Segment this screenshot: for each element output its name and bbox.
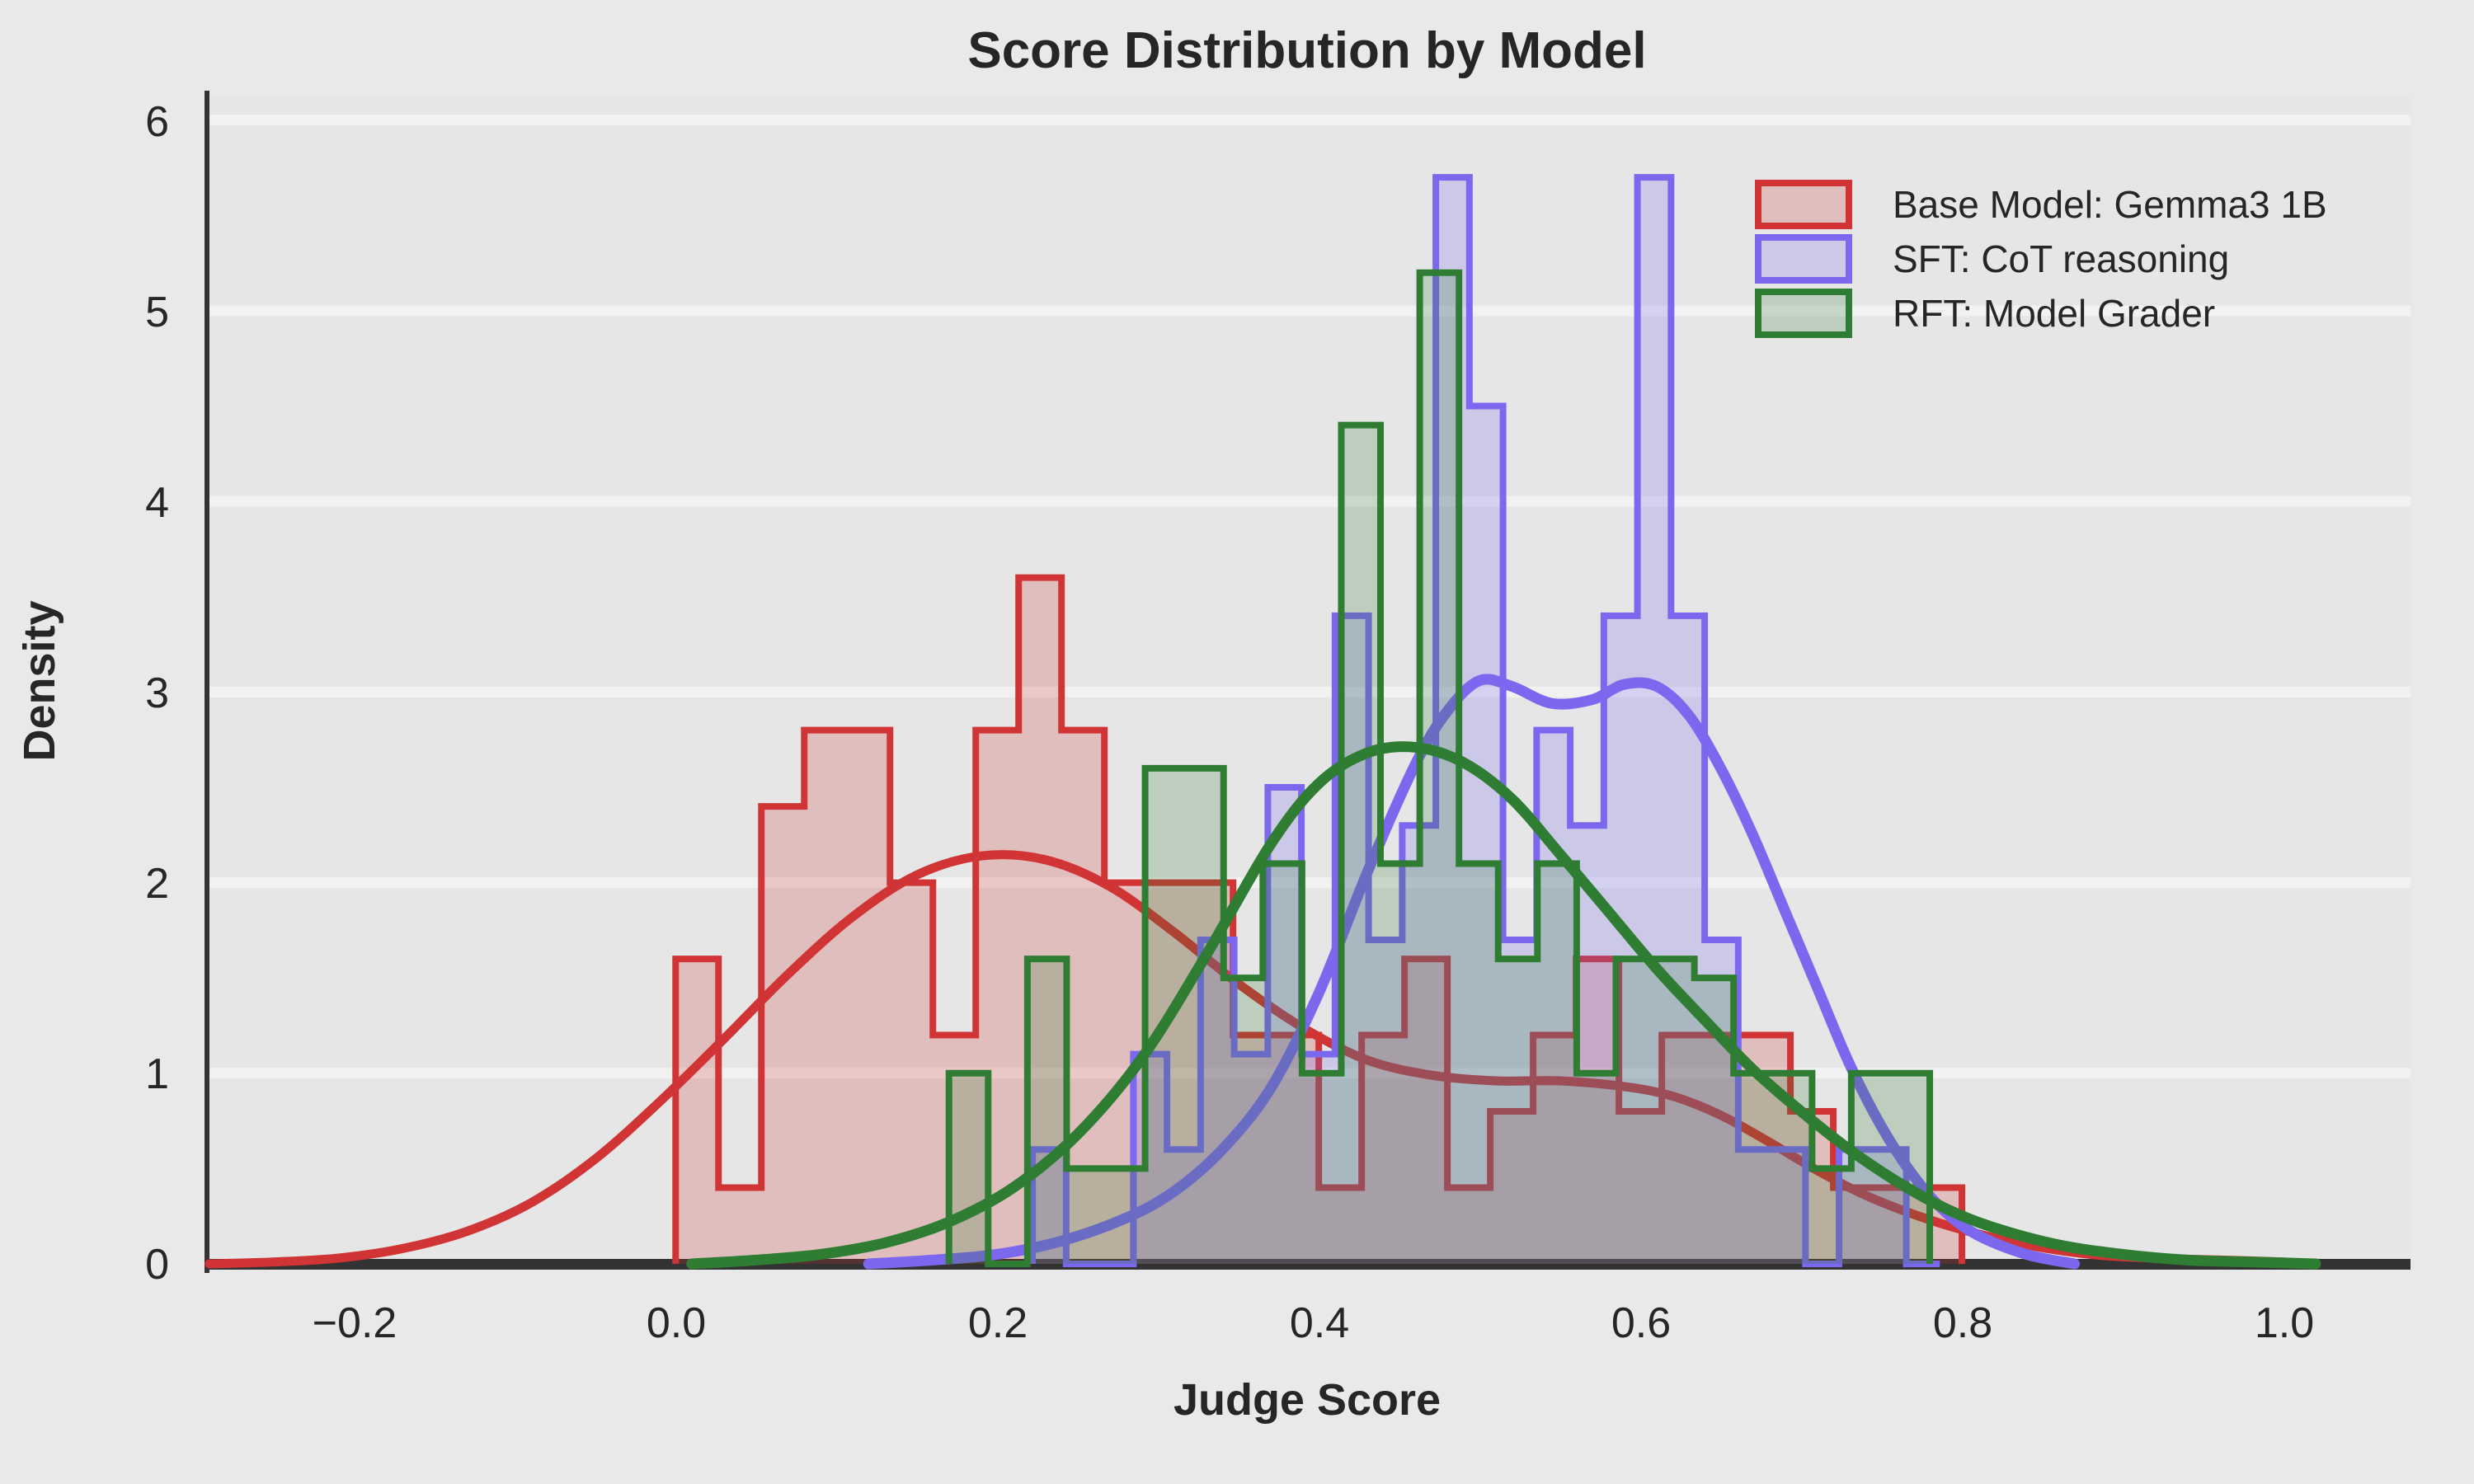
y-tick: 0 (145, 1241, 169, 1289)
y-tick: 5 (145, 289, 169, 336)
hist-fill-1 (1032, 177, 1940, 1264)
x-tick: 0.6 (1611, 1299, 1671, 1347)
x-tick: 0.0 (647, 1299, 706, 1347)
hist-fill-0 (675, 577, 1963, 1264)
x-tick: 0.2 (968, 1299, 1028, 1347)
y-axis-label: Density (15, 600, 64, 761)
x-tick: −0.2 (313, 1299, 397, 1347)
y-tick: 3 (145, 669, 169, 717)
hist-outline-2 (945, 269, 1934, 1267)
y-tick: 2 (145, 860, 169, 908)
legend: Base Model: Gemma3 1B SFT: CoT reasoning… (1755, 180, 2327, 338)
kde-line-2 (686, 741, 2321, 1270)
y-tick: 1 (145, 1050, 169, 1098)
legend-swatch-rft (1755, 289, 1852, 338)
legend-label-sft: SFT: CoT reasoning (1893, 237, 2229, 280)
x-tick: 0.4 (1290, 1299, 1349, 1347)
y-axis-spine (205, 91, 209, 1273)
legend-swatch-base-model (1755, 180, 1852, 229)
y-tick: 4 (145, 479, 169, 527)
legend-label-base-model: Base Model: Gemma3 1B (1893, 183, 2327, 226)
hist-outline-1 (1029, 174, 1940, 1267)
legend-label-rft: RFT: Model Grader (1893, 292, 2215, 335)
legend-swatch-sft (1755, 234, 1852, 284)
x-axis-label: Judge Score (1174, 1375, 1441, 1425)
plot-layer (205, 91, 2411, 1273)
y-tick: 6 (145, 98, 169, 146)
x-tick-labels: −0.2 0.0 0.2 0.4 0.6 0.8 1.0 (313, 1299, 2314, 1347)
x-tick: 1.0 (2255, 1299, 2314, 1347)
hist-fill-2 (948, 272, 1931, 1265)
kde-line-1 (863, 674, 2081, 1270)
x-tick: 0.8 (1933, 1299, 1992, 1347)
y-tick-labels: 0 1 2 3 4 5 6 (145, 98, 169, 1289)
chart-title: Score Distribution by Model (967, 22, 1646, 79)
